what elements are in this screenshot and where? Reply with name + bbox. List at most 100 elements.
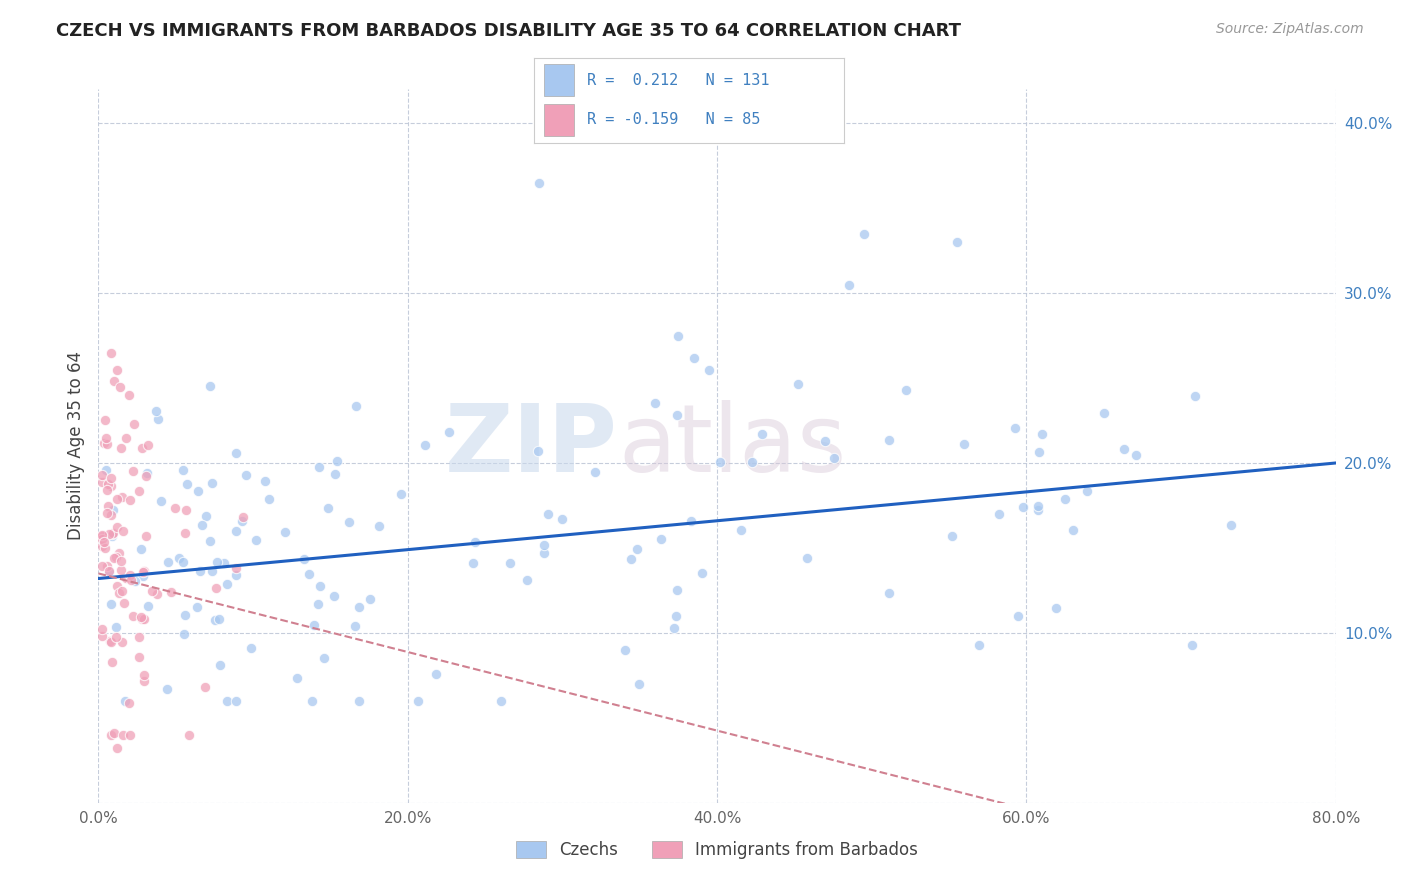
Point (337, 515, 360, 529)
Point (408, 694, 430, 708)
Point (93, 436, 115, 450)
Point (172, 555, 194, 569)
Point (173, 463, 195, 477)
Text: R = -0.159   N = 85: R = -0.159 N = 85 (586, 112, 761, 128)
Point (946, 235, 969, 249)
Point (167, 551, 190, 566)
Point (90, 475, 112, 490)
Point (131, 612, 153, 626)
Point (527, 444, 550, 458)
Point (666, 582, 689, 597)
Point (665, 609, 688, 624)
Point (103, 725, 125, 739)
Point (239, 641, 262, 656)
Point (176, 477, 198, 491)
Point (666, 328, 689, 343)
Point (413, 437, 436, 451)
Point (110, 563, 132, 577)
Point (301, 694, 323, 708)
Point (208, 657, 231, 672)
Point (103, 551, 125, 566)
Point (118, 696, 141, 710)
Point (122, 608, 145, 623)
Point (112, 728, 135, 742)
Point (105, 492, 128, 507)
Point (177, 728, 200, 742)
Point (173, 627, 195, 641)
Point (1007, 609, 1029, 624)
Point (96, 483, 118, 497)
Point (690, 566, 713, 580)
Point (359, 591, 381, 606)
Point (730, 523, 752, 537)
Point (389, 487, 412, 501)
Point (194, 509, 217, 524)
Point (225, 568, 247, 582)
Point (90, 558, 112, 573)
Point (173, 607, 195, 622)
Point (132, 674, 155, 689)
Point (245, 533, 267, 547)
Point (118, 388, 141, 402)
Point (941, 529, 963, 543)
Point (136, 599, 159, 613)
Point (194, 680, 217, 694)
Point (105, 741, 128, 756)
Point (489, 694, 512, 708)
Point (136, 437, 159, 451)
Point (814, 434, 837, 448)
Point (208, 612, 231, 626)
Point (128, 630, 150, 644)
Point (664, 621, 686, 635)
Point (91, 539, 114, 553)
Point (879, 433, 901, 447)
Point (110, 441, 132, 455)
Point (205, 581, 228, 595)
Point (115, 571, 138, 585)
Point (1004, 421, 1026, 435)
Point (150, 494, 173, 508)
Point (96, 529, 118, 543)
Point (98, 634, 121, 648)
Point (225, 524, 247, 538)
Point (96, 431, 118, 445)
Point (1026, 499, 1049, 513)
Point (304, 617, 326, 632)
Point (308, 460, 330, 475)
Point (132, 668, 155, 682)
Point (100, 345, 122, 359)
Point (103, 375, 125, 389)
Point (159, 584, 181, 599)
Point (110, 554, 132, 568)
Point (111, 635, 134, 649)
Point (1053, 492, 1076, 507)
Point (461, 556, 484, 570)
Text: ZIP: ZIP (446, 400, 619, 492)
Point (368, 518, 391, 533)
Point (217, 576, 239, 591)
Point (741, 455, 763, 469)
Text: R =  0.212   N = 131: R = 0.212 N = 131 (586, 72, 769, 87)
Point (650, 532, 672, 546)
Point (464, 534, 486, 549)
Point (198, 378, 221, 392)
Point (108, 379, 131, 393)
Point (666, 408, 689, 422)
Point (129, 610, 152, 624)
Point (1045, 600, 1067, 615)
Point (537, 507, 560, 521)
Point (499, 556, 522, 570)
Point (1028, 445, 1050, 459)
Legend: Czechs, Immigrants from Barbados: Czechs, Immigrants from Barbados (509, 834, 925, 866)
Point (156, 682, 179, 697)
Point (146, 587, 169, 601)
Point (101, 503, 124, 517)
Point (308, 579, 330, 593)
Point (877, 585, 900, 599)
Point (988, 508, 1011, 522)
Point (136, 466, 159, 480)
FancyBboxPatch shape (544, 103, 575, 136)
Point (186, 599, 208, 614)
Point (533, 538, 555, 552)
Point (157, 555, 180, 569)
